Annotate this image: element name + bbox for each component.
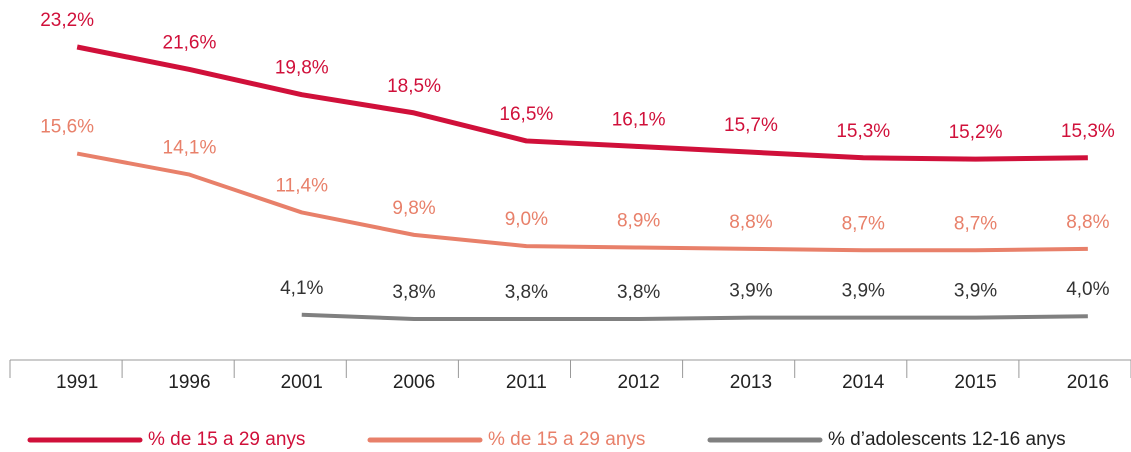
data-label: 15,6% <box>40 117 94 138</box>
data-label: 3,9% <box>954 281 997 302</box>
data-label: 8,8% <box>1066 212 1109 233</box>
data-label: 3,8% <box>392 282 435 303</box>
data-label: 15,7% <box>724 115 778 136</box>
x-tick-label: 2015 <box>954 372 996 393</box>
data-label: 9,0% <box>505 209 548 230</box>
data-label: 19,8% <box>275 58 329 79</box>
series-line <box>76 44 1088 162</box>
legend-label: % de 15 a 29 anys <box>488 429 645 450</box>
data-label: 3,9% <box>842 281 885 302</box>
x-tick-label: 2013 <box>730 372 772 393</box>
x-tick-label: 1996 <box>168 372 210 393</box>
x-tick-label: 2012 <box>618 372 660 393</box>
x-tick-label: 2016 <box>1067 372 1109 393</box>
data-label: 16,5% <box>499 104 553 125</box>
x-tick-label: 2001 <box>281 372 323 393</box>
x-tick-label: 2011 <box>506 372 547 393</box>
data-label: 3,8% <box>505 282 548 303</box>
data-label: 3,8% <box>617 282 660 303</box>
data-label: 21,6% <box>163 32 217 53</box>
data-label: 16,1% <box>612 110 666 131</box>
data-label: 9,8% <box>392 198 435 219</box>
data-label: 14,1% <box>163 138 217 159</box>
data-label: 18,5% <box>387 76 441 97</box>
data-label: 8,9% <box>617 211 660 232</box>
series-line <box>301 312 1088 321</box>
data-label: 4,1% <box>280 278 323 299</box>
data-label: 4,0% <box>1066 279 1109 300</box>
data-label: 15,3% <box>836 121 890 142</box>
legend-label: % de 15 a 29 anys <box>148 429 305 450</box>
data-label: 8,7% <box>842 213 885 234</box>
data-label: 3,9% <box>729 281 772 302</box>
data-label: 15,2% <box>949 122 1003 143</box>
x-tick-label: 1991 <box>56 372 98 393</box>
data-label: 15,3% <box>1061 121 1115 142</box>
x-tick-label: 2006 <box>393 372 435 393</box>
data-label: 23,2% <box>40 10 94 31</box>
x-tick-label: 2014 <box>842 372 885 393</box>
legend-label: % d’adolescents 12-16 anys <box>828 429 1066 450</box>
data-label: 8,7% <box>954 213 997 234</box>
series-line <box>76 151 1088 253</box>
data-label: 8,8% <box>729 212 772 233</box>
data-label: 11,4% <box>276 175 329 196</box>
